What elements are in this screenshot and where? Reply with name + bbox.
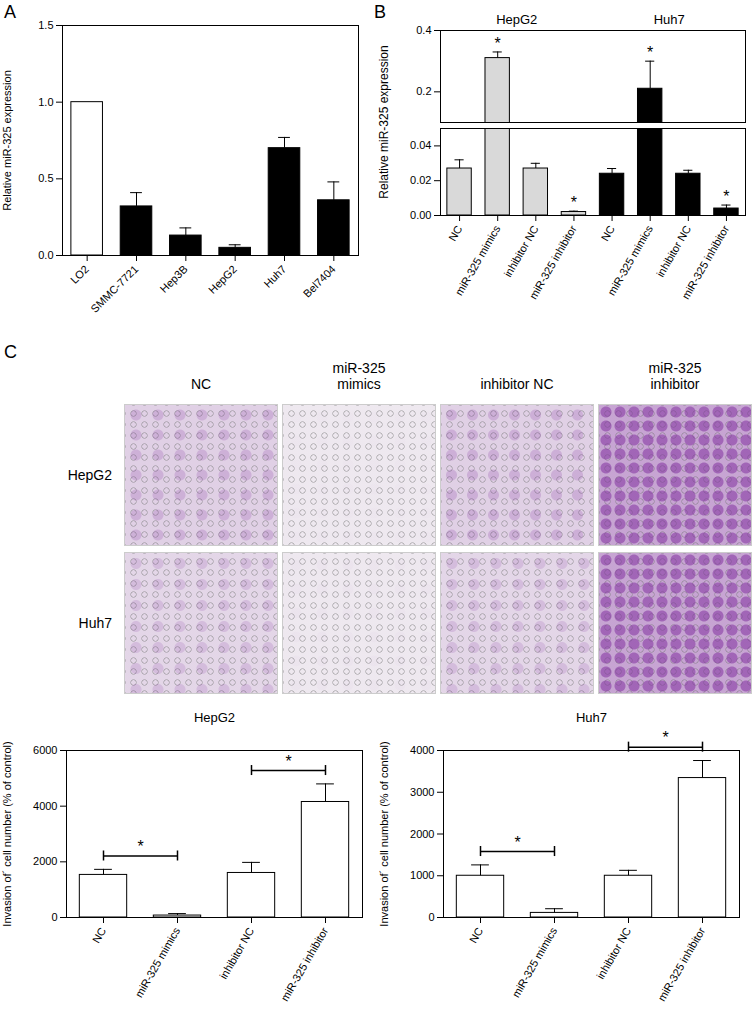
html-text:C: C <box>4 342 17 362</box>
svg-text:0.5: 0.5 <box>38 172 53 184</box>
svg-text:miR-325 mimics: miR-325 mimics <box>132 925 182 1000</box>
svg-text:inhibitor NC: inhibitor NC <box>501 223 540 279</box>
svg-text:NC: NC <box>599 223 617 243</box>
svg-text:1000: 1000 <box>410 869 434 881</box>
svg-text:inhibitor NC: inhibitor NC <box>654 223 693 279</box>
svg-text:inhibitor NC: inhibitor NC <box>217 925 256 981</box>
svg-text:Huh7: Huh7 <box>576 710 607 725</box>
svg-text:0.04: 0.04 <box>410 139 431 151</box>
html-text:B: B <box>374 2 386 22</box>
svg-text:*: * <box>514 834 520 851</box>
svg-text:2000: 2000 <box>410 828 434 840</box>
svg-text:Huh7: Huh7 <box>261 263 288 290</box>
svg-text:LO2: LO2 <box>68 263 91 286</box>
svg-text:1.0: 1.0 <box>38 96 53 108</box>
html-text:Relative miR-325 expression: Relative miR-325 expression <box>377 45 391 199</box>
svg-text:*: * <box>137 838 143 855</box>
svg-text:0.4: 0.4 <box>416 24 431 36</box>
html-text:HepG2: HepG2 <box>67 467 112 483</box>
svg-text:0: 0 <box>51 911 57 923</box>
svg-text:Invasion of´ cell number (% of: Invasion of´ cell number (% of control) <box>1 741 13 926</box>
svg-text:*: * <box>723 188 729 205</box>
svg-text:0.02: 0.02 <box>410 174 431 186</box>
svg-text:NC: NC <box>467 925 485 945</box>
svg-text:0.00: 0.00 <box>410 209 431 221</box>
html-text:Huh7: Huh7 <box>78 615 112 631</box>
svg-text:inhibitor NC: inhibitor NC <box>594 925 633 981</box>
svg-text:SMMC-7721: SMMC-7721 <box>88 263 140 315</box>
svg-text:6000: 6000 <box>33 744 57 756</box>
svg-text:NC: NC <box>90 925 108 945</box>
svg-text:miR-325 mimics: miR-325 mimics <box>509 925 559 1000</box>
svg-text:Hep3B: Hep3B <box>157 263 189 295</box>
html-text:A: A <box>4 2 16 22</box>
svg-text:0.0: 0.0 <box>38 249 53 261</box>
svg-text:HepG2: HepG2 <box>496 12 537 27</box>
html-text:miR-325 inhibitor: miR-325 inhibitor <box>648 360 702 392</box>
svg-text:*: * <box>647 44 653 61</box>
svg-text:0: 0 <box>428 911 434 923</box>
svg-text:4000: 4000 <box>410 744 434 756</box>
svg-text:miR-325 inhibitor: miR-325 inhibitor <box>655 925 707 1003</box>
html-text:inhibitor NC: inhibitor NC <box>480 376 554 392</box>
svg-text:HepG2: HepG2 <box>206 263 239 296</box>
svg-text:2000: 2000 <box>33 855 57 867</box>
svg-text:0.2: 0.2 <box>416 85 431 97</box>
svg-text:*: * <box>285 753 291 770</box>
svg-text:Huh7: Huh7 <box>654 12 685 27</box>
svg-text:Relative miR-325 expression: Relative miR-325 expression <box>1 70 13 211</box>
svg-text:4000: 4000 <box>33 800 57 812</box>
svg-text:miR-325 inhibitor: miR-325 inhibitor <box>278 925 330 1003</box>
svg-text:*: * <box>662 729 668 746</box>
svg-text:miR-325 inhibitor: miR-325 inhibitor <box>527 223 579 301</box>
html-text:NC: NC <box>190 376 212 392</box>
svg-text:miR-325 inhibitor: miR-325 inhibitor <box>679 223 731 301</box>
svg-text:*: * <box>571 194 577 211</box>
svg-text:miR-325 mimics: miR-325 mimics <box>605 223 655 298</box>
svg-text:miR-325 mimics: miR-325 mimics <box>453 223 503 298</box>
svg-text:1.5: 1.5 <box>38 19 53 31</box>
svg-text:NC: NC <box>446 223 464 243</box>
svg-text:3000: 3000 <box>410 786 434 798</box>
svg-text:HepG2: HepG2 <box>194 710 235 725</box>
html-text:miR-325 mimics: miR-325 mimics <box>332 360 386 392</box>
svg-text:Bel7404: Bel7404 <box>301 263 338 300</box>
svg-text:Invasion of´ cell number (% of: Invasion of´ cell number (% of control) <box>378 741 390 926</box>
svg-text:*: * <box>495 35 501 52</box>
